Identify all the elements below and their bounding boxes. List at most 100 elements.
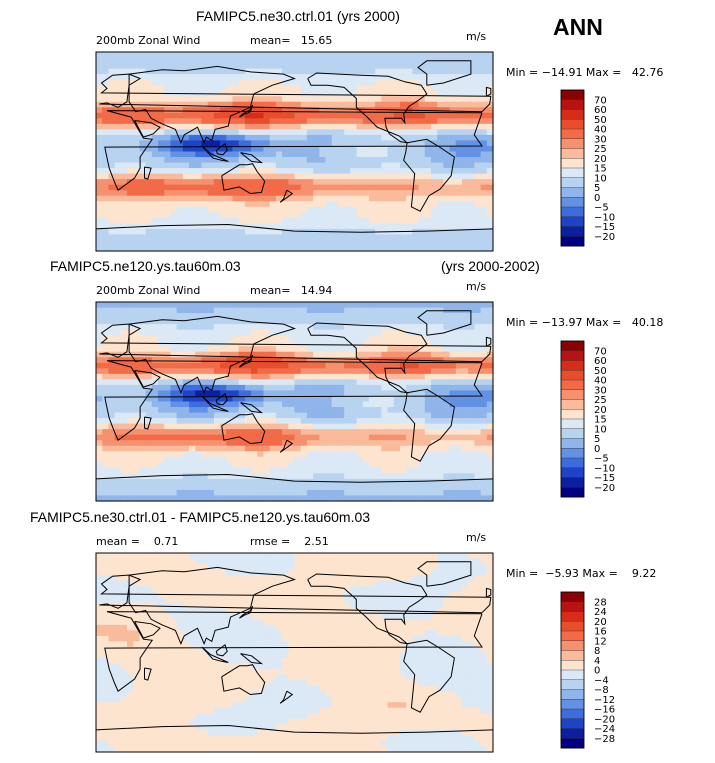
field-cell <box>306 190 314 197</box>
field-cell <box>399 79 407 86</box>
field-cell <box>294 307 302 314</box>
field-cell <box>362 173 370 180</box>
field-cell <box>263 440 271 447</box>
field-cell <box>337 313 345 320</box>
field-cell <box>449 145 457 153</box>
field-cell <box>325 179 333 186</box>
field-cell <box>325 195 333 202</box>
field-cell <box>350 190 358 197</box>
field-cell <box>151 324 159 331</box>
field-cell <box>437 179 444 186</box>
field-cell <box>294 79 302 86</box>
field-cell <box>381 212 389 219</box>
field-cell <box>337 324 345 331</box>
field-cell <box>201 57 209 64</box>
field-cell <box>108 85 116 92</box>
field-cell <box>164 575 172 582</box>
field-cell <box>480 335 488 342</box>
field-cell <box>381 373 389 380</box>
field-cell <box>263 484 271 491</box>
field-cell <box>108 302 116 309</box>
field-cell <box>189 307 196 314</box>
field-cell <box>306 52 314 59</box>
field-cell <box>430 395 438 403</box>
field-cell <box>120 140 128 147</box>
field-cell <box>399 151 407 158</box>
field-cell <box>102 401 109 408</box>
field-cell <box>102 423 109 430</box>
field-cell <box>306 564 314 571</box>
field-cell <box>263 52 271 59</box>
field-cell <box>269 564 277 571</box>
field-cell <box>300 434 308 441</box>
coastline <box>279 189 294 203</box>
field-cell <box>127 195 134 202</box>
field-cell <box>213 445 221 452</box>
field-cell <box>275 379 283 386</box>
field-cell <box>449 179 457 186</box>
field-cell <box>114 564 122 571</box>
field-cell <box>325 52 333 59</box>
field-cell <box>325 201 333 208</box>
field-cell <box>313 63 320 70</box>
field-cell <box>114 340 122 347</box>
field-cell <box>362 390 370 397</box>
field-cell <box>182 429 190 436</box>
field-cell <box>251 478 258 486</box>
field-cell <box>406 173 413 180</box>
panel3-minmax: Min = −5.93 Max = 9.22 <box>506 567 657 580</box>
field-cell <box>127 307 134 314</box>
field-cell <box>158 484 165 491</box>
field-cell <box>387 451 395 458</box>
field-cell <box>399 451 407 458</box>
field-cell <box>319 107 327 114</box>
field-cell <box>375 57 382 64</box>
coastline <box>240 152 264 164</box>
field-cell <box>139 195 147 202</box>
field-cell <box>238 307 246 314</box>
field-cell <box>449 423 457 430</box>
field-cell <box>337 495 345 502</box>
field-cell <box>213 228 221 236</box>
field-cell <box>226 302 234 309</box>
field-cell <box>468 462 475 469</box>
field-cell <box>127 564 134 571</box>
field-cell <box>387 151 395 158</box>
field-cell <box>449 212 457 219</box>
field-cell <box>164 307 172 314</box>
field-cell <box>344 63 351 70</box>
field-cell <box>164 379 172 386</box>
field-cell <box>406 346 413 353</box>
field-cell <box>480 195 488 202</box>
field-cell <box>288 379 296 386</box>
field-cell <box>424 407 432 414</box>
field-cell <box>213 335 221 342</box>
field-cell <box>195 162 203 169</box>
panel3-units: m/s <box>466 531 487 544</box>
field-cell <box>430 223 438 230</box>
field-cell <box>263 184 271 191</box>
field-cell <box>269 68 277 75</box>
field-cell <box>480 351 488 358</box>
field-cell <box>443 489 451 497</box>
field-cell <box>213 195 221 202</box>
field-cell <box>288 101 296 108</box>
field-cell <box>480 478 488 486</box>
field-cell <box>486 384 494 392</box>
field-cell <box>139 190 147 197</box>
field-cell <box>443 407 451 414</box>
field-cell <box>176 351 184 358</box>
field-cell <box>244 157 252 164</box>
field-cell <box>263 429 271 436</box>
field-cell <box>102 101 109 108</box>
field-cell <box>195 145 203 153</box>
field-cell <box>406 190 413 197</box>
field-cell <box>244 228 252 236</box>
field-cell <box>96 190 103 197</box>
field-cell <box>331 379 339 386</box>
field-cell <box>412 423 420 430</box>
field-cell <box>226 495 234 502</box>
field-cell <box>108 57 116 64</box>
field-cell <box>244 346 252 353</box>
field-cell <box>412 157 420 164</box>
